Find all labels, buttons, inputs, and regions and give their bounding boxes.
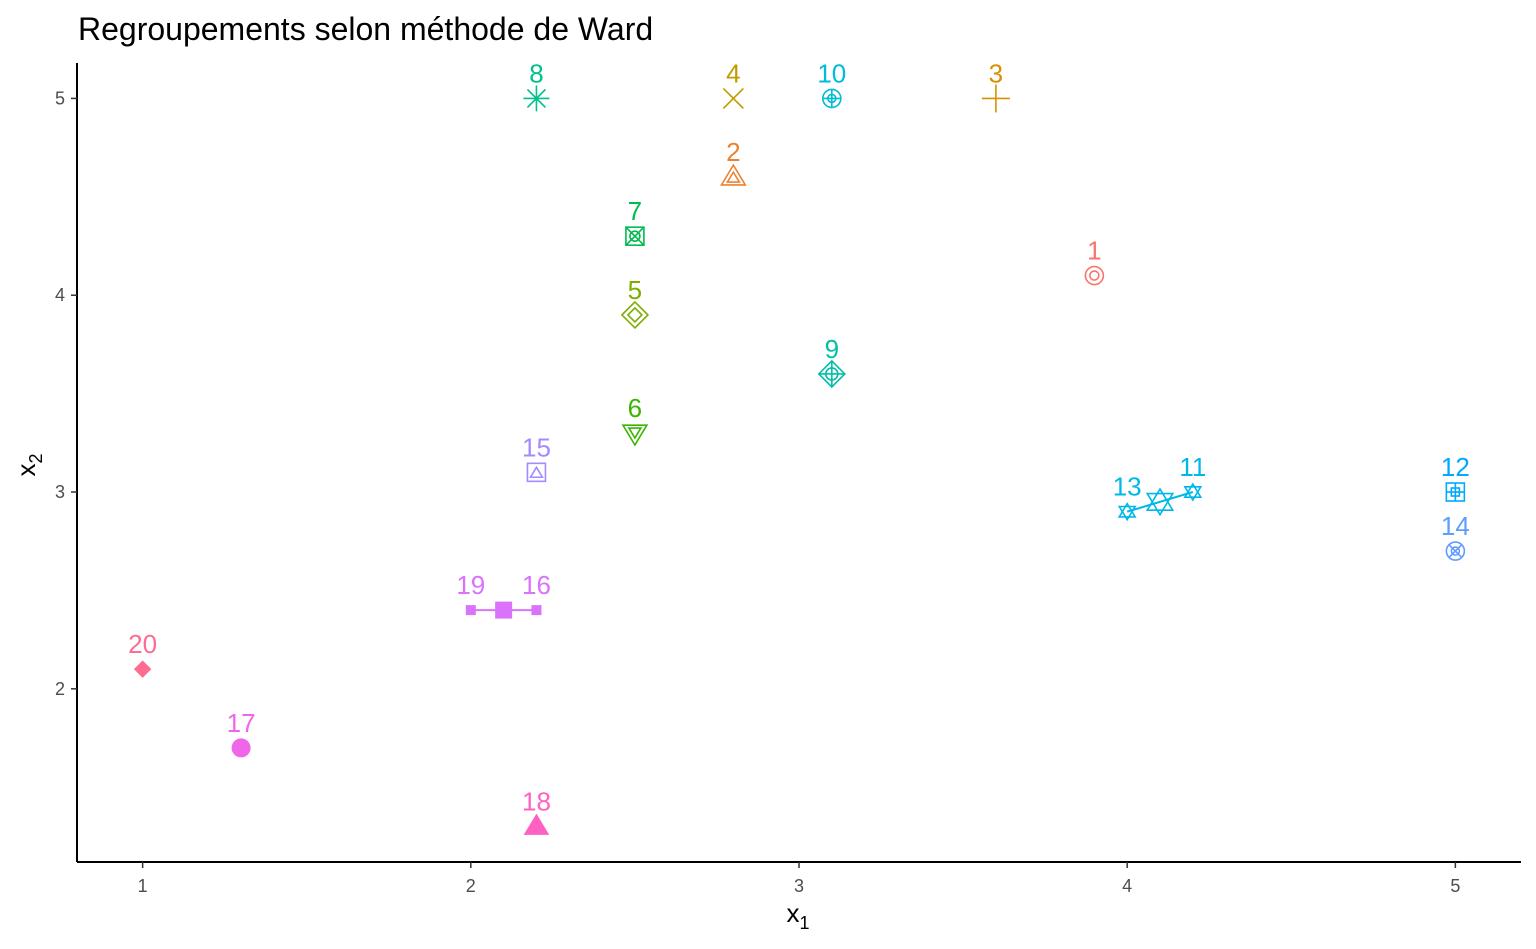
point-15 [526, 462, 547, 483]
x-axis-title: x1 [786, 898, 809, 933]
point-2 [719, 163, 747, 186]
x-tick-label: 1 [138, 876, 148, 896]
merge-segment [1126, 491, 1194, 513]
points [133, 84, 1466, 835]
y-axis-title: x2 [11, 453, 46, 476]
y-axis-title-sub: 2 [26, 453, 46, 463]
y-tick-label: 3 [55, 482, 65, 502]
point-10 [822, 88, 842, 109]
y-tick-label: 4 [55, 285, 65, 305]
point-16 [531, 605, 542, 616]
point-label: 19 [456, 570, 485, 600]
point-label: 2 [726, 137, 740, 167]
merge-segments [470, 491, 1194, 612]
x-tick-label: 3 [794, 876, 804, 896]
point-label: 17 [227, 708, 256, 738]
point-17 [231, 738, 251, 758]
point-label: 3 [989, 58, 1003, 88]
x-axis-title-sub: 1 [799, 913, 809, 933]
point-6 [621, 424, 649, 447]
point-label: 1 [1087, 236, 1101, 266]
cluster-mean-1 [1145, 487, 1175, 517]
chart-title: Regroupements selon méthode de Ward [78, 11, 653, 47]
point-label: 12 [1441, 452, 1470, 482]
point-label: 11 [1179, 452, 1206, 482]
cluster-mean-0 [495, 601, 513, 619]
point-11 [1183, 482, 1203, 502]
point-label: 15 [522, 432, 551, 462]
point-label: 20 [128, 629, 157, 659]
point-label: 16 [522, 570, 551, 600]
x-tick-label: 2 [466, 876, 476, 896]
point-14 [1445, 541, 1466, 561]
x-axis-title-main: x [786, 898, 799, 928]
point-label: 18 [522, 787, 551, 817]
point-label: 6 [628, 393, 642, 423]
point-label: 9 [825, 334, 839, 364]
point-label: 13 [1113, 472, 1142, 502]
point-label: 4 [726, 58, 740, 88]
point-9 [817, 359, 846, 389]
point-18 [523, 813, 550, 835]
x-tick-label: 4 [1122, 876, 1132, 896]
point-3 [981, 84, 1010, 113]
point-label: 14 [1441, 511, 1470, 541]
y-tick-label: 5 [55, 88, 65, 108]
point-1 [1084, 265, 1105, 286]
point-label: 8 [529, 58, 543, 88]
point-12 [1445, 482, 1466, 502]
point-4 [722, 87, 744, 109]
point-5 [620, 300, 650, 330]
point-13 [1117, 502, 1137, 522]
point-label: 10 [817, 58, 846, 88]
y-tick-label: 2 [55, 679, 65, 699]
point-8 [523, 85, 550, 112]
point-20 [133, 660, 152, 678]
point-label: 7 [628, 196, 642, 226]
point-label: 5 [628, 275, 642, 305]
point-7 [625, 226, 645, 246]
point-19 [465, 605, 476, 616]
x-tick-label: 5 [1450, 876, 1460, 896]
y-axis-title-main: x [11, 464, 41, 477]
